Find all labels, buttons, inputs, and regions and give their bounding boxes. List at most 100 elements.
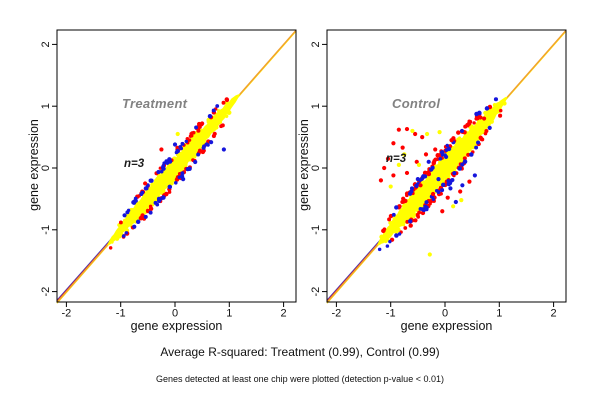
- data-point: [392, 216, 398, 222]
- data-point: [498, 113, 503, 118]
- y-axis-label-control: gene expression: [297, 119, 311, 211]
- data-point: [393, 228, 399, 234]
- data-point: [474, 116, 479, 121]
- data-point: [429, 167, 434, 172]
- data-point: [411, 213, 416, 219]
- data-point: [192, 134, 197, 139]
- outlier-point: [404, 170, 410, 176]
- data-point: [134, 204, 138, 208]
- data-point: [402, 223, 406, 227]
- y-tick-label: -2: [310, 287, 322, 297]
- y-tick-label: 1: [40, 103, 52, 109]
- outlier-point: [175, 131, 180, 137]
- data-point: [224, 97, 230, 103]
- outlier-point: [437, 130, 442, 135]
- data-point: [179, 151, 183, 156]
- data-point: [445, 174, 449, 179]
- y-tick-label: 0: [310, 165, 322, 171]
- outlier-point: [420, 135, 425, 140]
- data-point: [502, 101, 507, 106]
- data-point: [118, 220, 123, 225]
- data-point: [153, 197, 158, 202]
- data-point: [221, 100, 226, 105]
- data-point: [180, 165, 185, 169]
- x-tick-label: 1: [496, 308, 502, 320]
- data-point: [114, 236, 120, 241]
- data-point: [462, 156, 467, 161]
- outlier-point: [172, 142, 178, 147]
- data-point: [193, 159, 198, 165]
- data-point: [438, 157, 443, 161]
- data-point: [433, 157, 438, 162]
- data-point: [453, 165, 458, 170]
- caption-r-squared: Average R-squared: Treatment (0.99), Con…: [160, 345, 440, 359]
- data-point: [446, 146, 452, 152]
- data-point: [466, 131, 470, 135]
- data-point: [194, 125, 198, 130]
- data-point: [480, 137, 485, 142]
- data-point: [377, 247, 382, 252]
- y-tick-label: 0: [40, 165, 52, 171]
- data-point: [122, 218, 127, 223]
- data-point: [476, 140, 481, 145]
- data-point: [121, 234, 126, 238]
- data-point: [487, 125, 492, 130]
- outlier-point: [413, 131, 418, 137]
- outlier-point: [440, 209, 445, 214]
- y-tick-label: -1: [310, 225, 322, 235]
- outlier-point: [426, 159, 431, 164]
- control-panel: -2 -1 0 1 2 -2 -1 0 1 2: [310, 29, 567, 320]
- panel-title-control: Control: [392, 96, 441, 111]
- outlier-points: [132, 121, 226, 229]
- data-point: [196, 152, 201, 157]
- data-point: [440, 188, 445, 193]
- data-point: [220, 123, 225, 128]
- data-point: [465, 149, 469, 154]
- data-point: [428, 202, 432, 206]
- x-axis-label-treatment: gene expression: [130, 319, 223, 333]
- data-point: [403, 226, 408, 230]
- data-point: [148, 206, 154, 212]
- data-point: [180, 171, 185, 176]
- data-point: [142, 210, 147, 215]
- data-point: [226, 110, 232, 115]
- outlier-point: [445, 195, 450, 200]
- data-point: [140, 213, 145, 218]
- data-point: [173, 181, 178, 185]
- data-point: [135, 219, 141, 225]
- data-point: [492, 103, 497, 107]
- data-point: [169, 180, 174, 186]
- data-point: [187, 138, 192, 142]
- data-point: [474, 145, 479, 150]
- outlier-point: [460, 183, 465, 188]
- outlier-point: [410, 128, 415, 134]
- outlier-point: [415, 177, 420, 182]
- data-point: [478, 115, 483, 120]
- x-axis-label-control: gene expression: [400, 319, 493, 333]
- data-point: [178, 145, 183, 149]
- data-point: [184, 144, 190, 150]
- outlier-point: [418, 183, 423, 188]
- outlier-point: [404, 126, 410, 132]
- data-point: [439, 150, 445, 155]
- data-point: [468, 119, 473, 124]
- data-point: [415, 213, 420, 218]
- data-point: [161, 195, 166, 200]
- data-point: [459, 128, 465, 134]
- data-point: [218, 120, 223, 124]
- outlier-points: [378, 116, 487, 257]
- data-point: [125, 210, 130, 215]
- data-point: [159, 191, 164, 195]
- data-point: [448, 170, 452, 175]
- outlier-point: [132, 224, 137, 229]
- data-point: [387, 217, 392, 222]
- scatter-cluster: [107, 93, 241, 250]
- data-point: [435, 164, 441, 170]
- data-point: [212, 131, 217, 136]
- data-point: [379, 234, 384, 240]
- data-point: [156, 169, 161, 175]
- data-point: [388, 220, 393, 226]
- data-point: [165, 160, 170, 165]
- data-point: [486, 122, 491, 127]
- x-tick-label: 1: [226, 308, 232, 320]
